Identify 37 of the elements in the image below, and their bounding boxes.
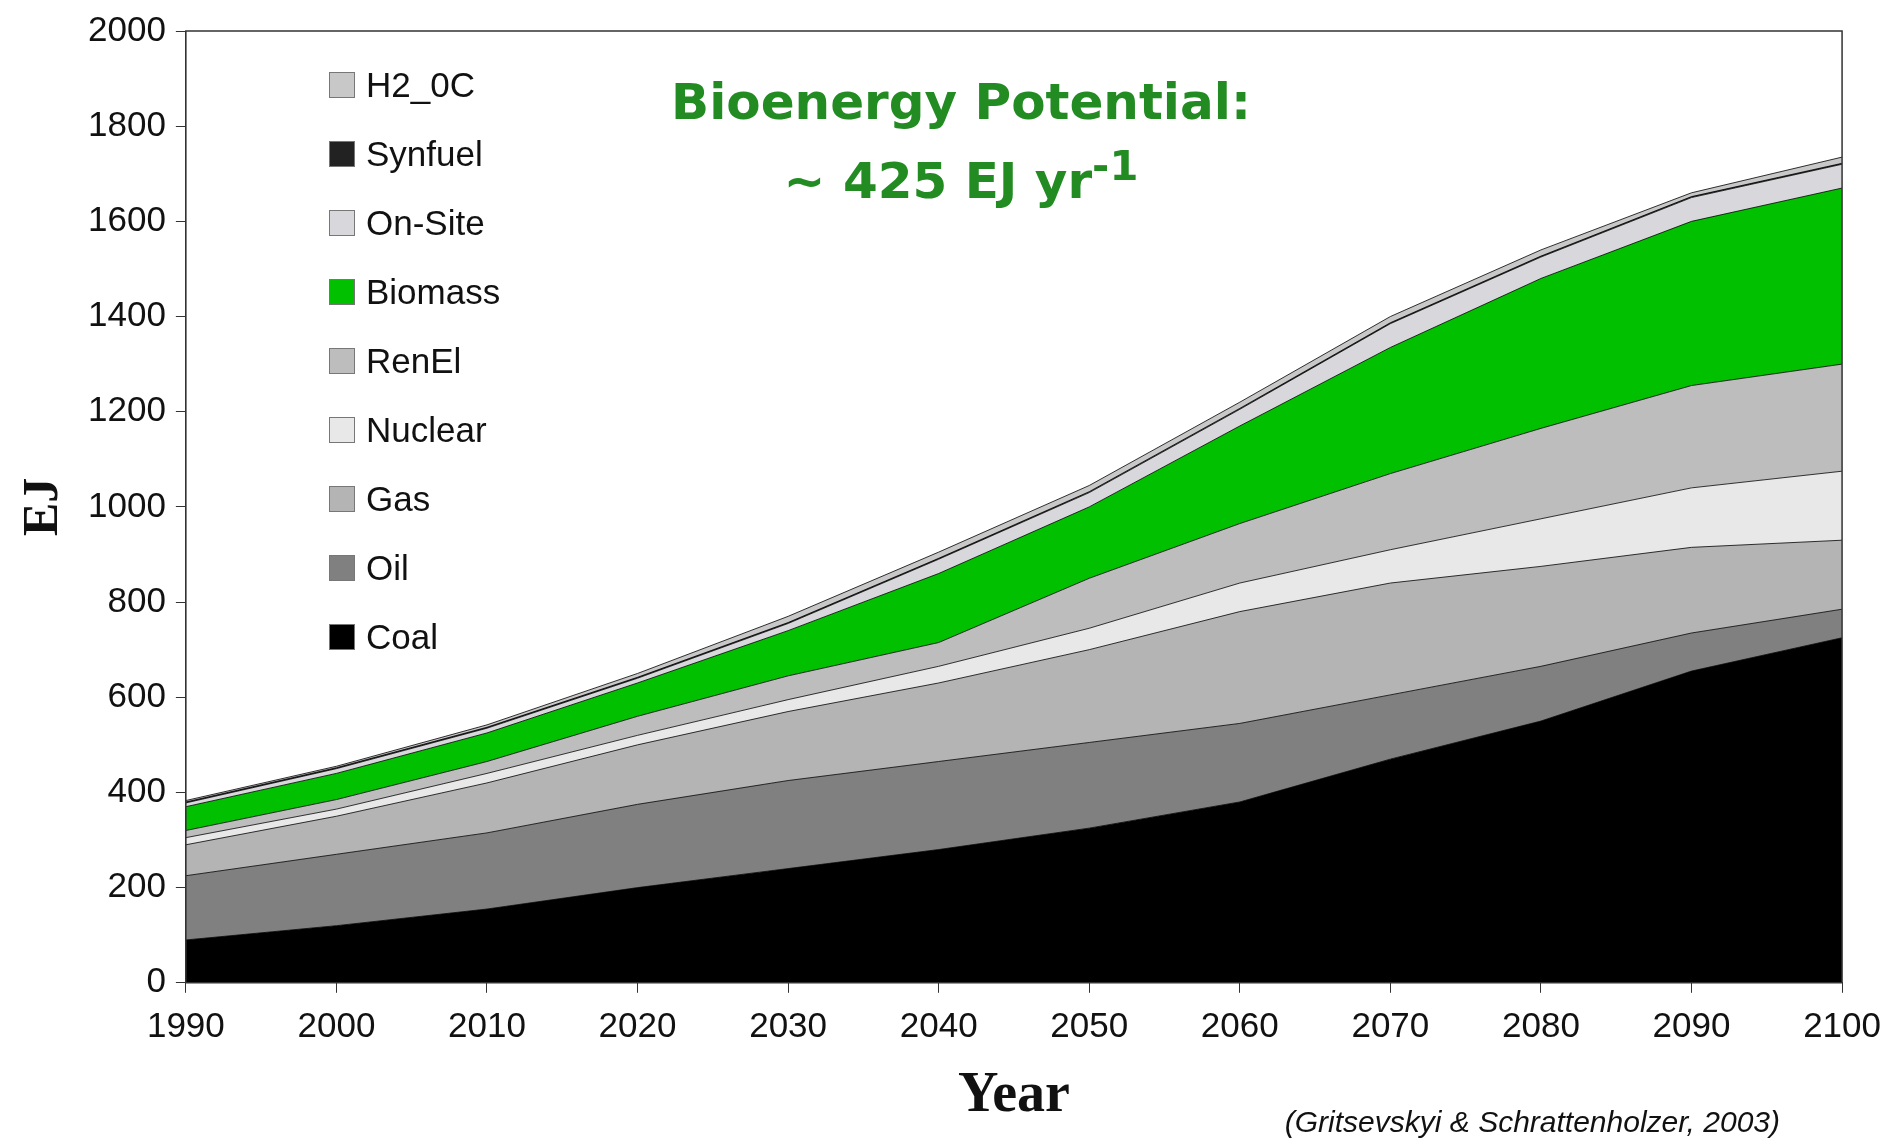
legend-label: RenEl [366, 340, 462, 381]
legend-label: On-Site [366, 202, 485, 243]
x-axis-title: Year [957, 1060, 1070, 1123]
x-tick-label: 2090 [1652, 1005, 1731, 1045]
x-tick-label: 2080 [1502, 1005, 1580, 1045]
y-tick-label: 1400 [87, 294, 166, 334]
text: Bioenergy Potential: [671, 73, 1251, 131]
y-tick-label: 1800 [87, 103, 166, 143]
y-tick-label: 1600 [87, 199, 166, 239]
x-tick-label: 2050 [1050, 1005, 1129, 1045]
y-tick-label: 1200 [87, 389, 166, 429]
x-tick-label: 2000 [297, 1005, 376, 1045]
x-tick-label: 2020 [598, 1005, 677, 1045]
y-tick-label: 2000 [87, 8, 166, 48]
text: ~ 425 EJ yr$^{-1}$ [783, 141, 1139, 210]
x-tick-label: 2070 [1351, 1005, 1430, 1045]
y-tick-label: 400 [107, 770, 166, 810]
x-tick-label: 2030 [749, 1005, 828, 1045]
y-axis-title: EJ [11, 477, 68, 537]
x-tick-label: 2060 [1200, 1005, 1279, 1045]
legend-label: Biomass [366, 271, 501, 312]
legend-label: H2_0C [366, 64, 475, 105]
x-tick-label: 2010 [448, 1005, 526, 1045]
legend-label: Nuclear [366, 409, 487, 450]
y-tick-label: 600 [107, 674, 166, 714]
text: (Gritsevskyi & Schrattenholzer, 2003) [1284, 1105, 1780, 1139]
legend-label: Gas [366, 478, 431, 519]
x-tick-label: 2100 [1803, 1005, 1882, 1045]
y-tick-label: 0 [146, 960, 166, 1000]
y-tick-label: 1000 [87, 484, 166, 524]
y-tick-label: 200 [107, 865, 166, 905]
legend-label: Synfuel [366, 133, 483, 174]
legend-label: Coal [366, 616, 438, 657]
y-tick-label: 800 [107, 579, 166, 619]
x-tick-label: 2040 [899, 1005, 978, 1045]
x-tick-label: 1990 [146, 1005, 225, 1045]
legend-label: Oil [366, 547, 409, 588]
